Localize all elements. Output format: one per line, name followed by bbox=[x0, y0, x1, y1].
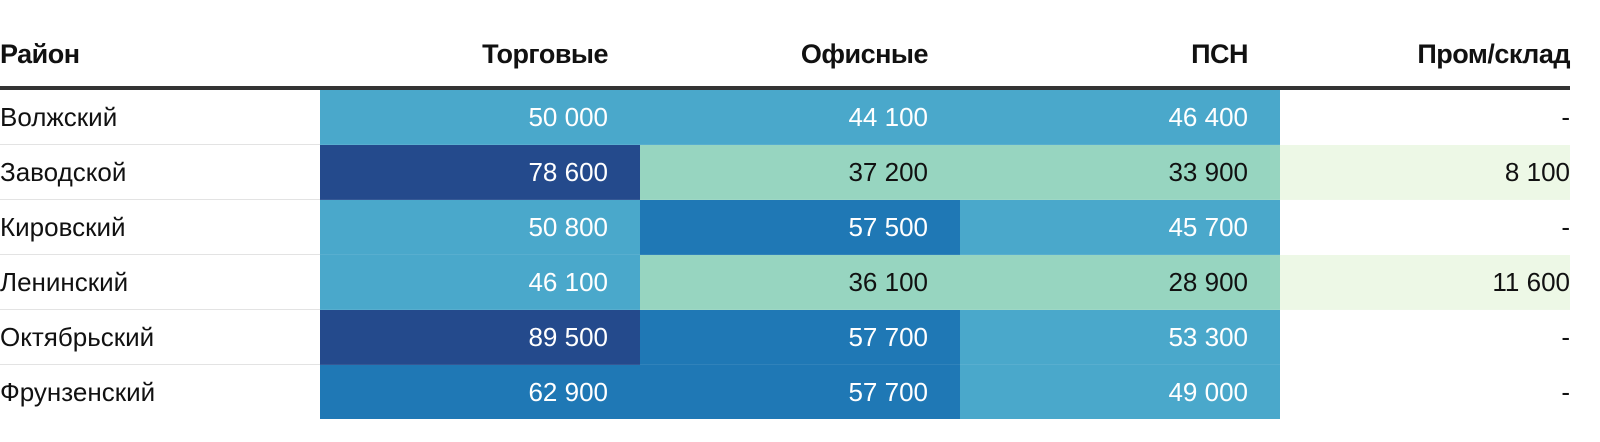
heatmap-cell: 50 800 bbox=[320, 199, 640, 255]
heatmap-cell: 46 400 bbox=[960, 88, 1280, 145]
header-row: Район Торговые Офисные ПСН Пром/склад bbox=[0, 22, 1571, 90]
heatmap-table: Район Торговые Офисные ПСН Пром/склад Во… bbox=[0, 22, 1571, 419]
heatmap-cell: 44 100 bbox=[640, 88, 960, 145]
heatmap-cell: 62 900 bbox=[320, 364, 640, 419]
district-name: Ленинский bbox=[0, 254, 320, 310]
heatmap-cell: 36 100 bbox=[640, 254, 960, 310]
table-row: Ленинский 46 100 36 100 28 900 11 600 bbox=[0, 254, 1570, 310]
heatmap-cell: 45 700 bbox=[960, 199, 1280, 255]
district-name: Заводской bbox=[0, 144, 320, 200]
table-row: Фрунзенский 62 900 57 700 49 000- bbox=[0, 364, 1570, 419]
heatmap-cell: 89 500 bbox=[320, 309, 640, 365]
district-name: Волжский bbox=[0, 88, 320, 145]
heatmap-cell: 57 700 bbox=[640, 309, 960, 365]
district-name: Фрунзенский bbox=[0, 376, 156, 407]
heatmap-cell: 57 500 bbox=[640, 199, 960, 255]
heatmap-cell: - bbox=[1280, 364, 1570, 419]
table-row: Кировский 50 800 57 500 45 700- bbox=[0, 199, 1570, 255]
heatmap-cell: 37 200 bbox=[640, 144, 960, 200]
district-name: Октябрьский bbox=[0, 309, 320, 365]
column-header-industrial-warehouse: Пром/склад bbox=[1280, 22, 1571, 90]
district-name: Кировский bbox=[0, 199, 320, 255]
table-body: Волжский 50 000 44 100 46 400- Заводской 78 6… bbox=[0, 88, 1570, 419]
heatmap-cell: - bbox=[1280, 199, 1570, 255]
heatmap-cell: 78 600 bbox=[320, 144, 640, 200]
heatmap-cell: - bbox=[1280, 309, 1570, 365]
heatmap-cell: 46 100 bbox=[320, 254, 640, 310]
heatmap-cell: 28 900 bbox=[960, 254, 1280, 310]
heatmap-cell: - bbox=[1280, 88, 1570, 145]
heatmap-cell: 33 900 bbox=[960, 144, 1280, 200]
heatmap-cell: 50 000 bbox=[320, 88, 640, 145]
table-row: Октябрьский 89 500 57 700 53 300- bbox=[0, 309, 1570, 365]
heatmap-cell: 57 700 bbox=[640, 364, 960, 419]
table-row: Заводской 78 600 37 200 33 900 8 100 bbox=[0, 144, 1570, 200]
heatmap-cell: 49 000 bbox=[960, 364, 1280, 419]
column-header-psn: ПСН bbox=[960, 22, 1280, 90]
table-row: Волжский 50 000 44 100 46 400- bbox=[0, 88, 1570, 145]
heatmap-cell: 11 600 bbox=[1280, 254, 1570, 310]
heatmap-cell: 8 100 bbox=[1280, 144, 1570, 200]
column-header-office: Офисные bbox=[640, 22, 960, 90]
column-header-district: Район bbox=[0, 22, 320, 90]
column-header-retail: Торговые bbox=[320, 22, 640, 90]
heatmap-cell: 53 300 bbox=[960, 309, 1280, 365]
